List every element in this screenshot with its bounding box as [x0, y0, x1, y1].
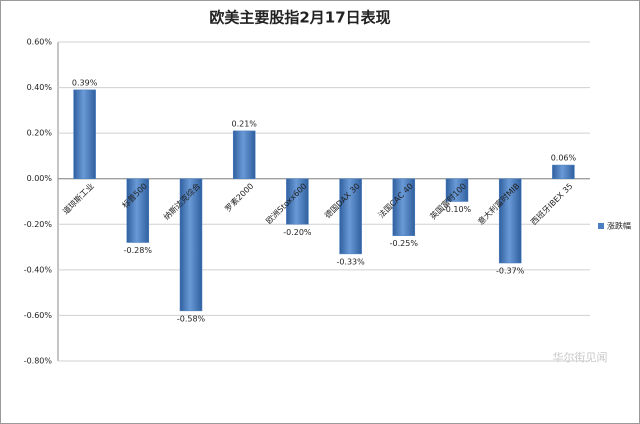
y-tick-label: -0.60% — [24, 311, 53, 320]
legend-swatch — [598, 223, 604, 229]
bar — [126, 178, 150, 243]
value-label: -0.33% — [336, 257, 365, 266]
bar — [445, 178, 469, 202]
bar — [392, 178, 416, 236]
value-label: -0.28% — [124, 246, 153, 255]
value-label: 0.39% — [72, 78, 98, 87]
bar — [232, 130, 256, 179]
bar — [286, 178, 309, 225]
watermark: 华尔街见闻 — [553, 350, 608, 364]
value-label: -0.37% — [496, 267, 525, 276]
bar — [73, 89, 96, 179]
legend-label: 涨跌幅 — [607, 221, 631, 231]
chart-title: 欧美主要股指2月17日表现 — [209, 9, 390, 27]
y-tick-label: -0.20% — [24, 220, 53, 229]
bar — [498, 178, 522, 264]
value-label: -0.10% — [443, 205, 472, 214]
value-label: -0.58% — [177, 314, 206, 323]
value-label: 0.06% — [551, 154, 577, 163]
y-tick-label: 0.40% — [27, 83, 53, 92]
value-label: -0.25% — [390, 239, 419, 248]
value-label: 0.21% — [231, 119, 257, 128]
bar — [552, 164, 575, 179]
y-tick-label: 0.00% — [27, 174, 53, 183]
y-tick-label: -0.40% — [24, 265, 53, 274]
bar — [179, 178, 203, 312]
y-tick-label: 0.20% — [27, 129, 53, 138]
bar — [339, 178, 362, 255]
value-label: -0.20% — [283, 228, 312, 237]
y-tick-label: 0.60% — [27, 38, 53, 47]
y-tick-label: -0.80% — [24, 357, 53, 366]
